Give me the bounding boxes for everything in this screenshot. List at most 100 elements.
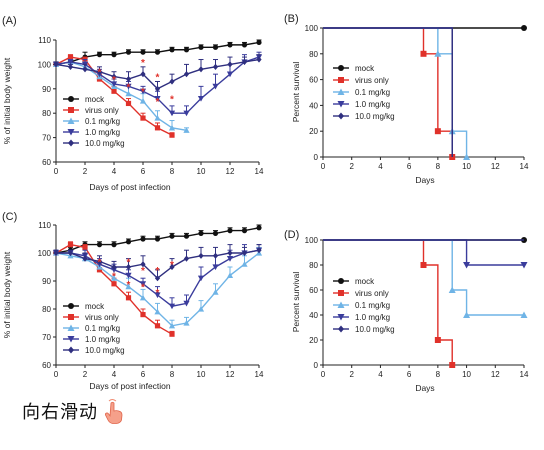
significance-star: * xyxy=(141,87,145,98)
data-point xyxy=(168,303,176,310)
data-point xyxy=(154,308,161,315)
x-tick-label: 12 xyxy=(226,167,235,176)
legend-label: virus only xyxy=(85,106,119,115)
data-point xyxy=(198,230,204,236)
data-point xyxy=(463,153,471,160)
legend-marker xyxy=(337,101,345,108)
significance-star: * xyxy=(98,68,102,79)
chart-panel-3: (D) 0 20 40 60 80 100 0 2 4 6 8 10 12 14 Days Percent su… xyxy=(284,229,529,393)
legend-entry-virus: virus only xyxy=(63,313,119,322)
legend-label: mock xyxy=(355,277,375,286)
data-point xyxy=(212,83,219,90)
y-tick-label: 60 xyxy=(42,158,51,167)
legend-marker xyxy=(338,65,344,71)
significance-star: * xyxy=(127,257,131,268)
legend-label: 0.1 mg/kg xyxy=(355,88,390,97)
x-tick-label: 14 xyxy=(255,370,264,379)
x-tick-label: 0 xyxy=(321,370,326,379)
data-point xyxy=(212,252,219,259)
x-axis-title: Days xyxy=(415,383,434,393)
data-point xyxy=(521,25,527,31)
data-point xyxy=(125,83,132,90)
data-point xyxy=(125,49,132,55)
data-point xyxy=(241,249,248,257)
data-point xyxy=(111,52,117,58)
legend-marker xyxy=(338,325,344,333)
legend-label: mock xyxy=(85,95,105,104)
legend-entry-virus: virus only xyxy=(333,76,389,85)
legend-marker xyxy=(67,129,75,136)
x-tick-label: 4 xyxy=(112,167,117,176)
legend-label: 0.1 mg/kg xyxy=(85,117,120,126)
data-point xyxy=(168,124,176,131)
data-point xyxy=(520,311,528,318)
data-point xyxy=(154,85,161,92)
data-point xyxy=(183,127,190,133)
data-point xyxy=(197,275,205,282)
data-point xyxy=(111,242,117,248)
data-point xyxy=(169,263,175,271)
data-point xyxy=(183,110,190,117)
x-tick-label: 8 xyxy=(436,370,441,379)
data-point xyxy=(169,132,175,138)
y-tick-label: 40 xyxy=(309,311,318,320)
data-point xyxy=(82,66,88,73)
x-axis-title: Days xyxy=(415,175,434,185)
data-point xyxy=(183,71,190,78)
legend-entry-d01: 0.1 mg/kg xyxy=(63,117,120,126)
data-point xyxy=(96,52,103,58)
y-tick-label: 90 xyxy=(42,85,51,94)
legend-marker xyxy=(68,346,74,354)
legend-entry-d1: 1.0 mg/kg xyxy=(63,128,120,137)
x-tick-label: 2 xyxy=(83,370,88,379)
x-tick-label: 4 xyxy=(378,162,383,171)
data-point xyxy=(256,56,262,63)
y-axis-title: Percent survival xyxy=(291,272,301,333)
x-tick-label: 6 xyxy=(407,162,412,171)
data-point xyxy=(140,71,146,78)
data-point xyxy=(241,261,248,267)
data-point xyxy=(125,239,132,245)
legend-marker xyxy=(338,112,344,120)
legend-marker xyxy=(68,107,74,113)
y-axis-title: % of initial body weight xyxy=(2,57,12,144)
data-point xyxy=(154,323,161,329)
y-tick-label: 0 xyxy=(314,361,319,370)
legend-entry-virus: virus only xyxy=(63,106,119,115)
y-tick-label: 110 xyxy=(38,36,51,45)
x-tick-label: 14 xyxy=(255,167,264,176)
series-d10 xyxy=(323,27,453,157)
data-point xyxy=(96,68,103,75)
data-point xyxy=(198,66,204,73)
data-point xyxy=(198,252,204,259)
data-point xyxy=(140,236,146,242)
data-point xyxy=(212,230,219,236)
data-point xyxy=(434,50,442,57)
data-point xyxy=(183,300,190,307)
legend-marker xyxy=(68,139,74,147)
x-tick-label: 10 xyxy=(197,167,206,176)
legend-marker xyxy=(67,336,75,343)
data-point xyxy=(125,100,132,107)
legend-label: 10.0 mg/kg xyxy=(355,325,395,334)
y-tick-label: 60 xyxy=(309,286,318,295)
significance-star: * xyxy=(112,75,116,86)
x-tick-label: 12 xyxy=(491,162,500,171)
data-point xyxy=(256,39,262,46)
legend-entry-virus: virus only xyxy=(333,289,389,298)
legend-marker xyxy=(68,314,74,320)
data-point xyxy=(212,289,219,295)
x-axis-title: Days of post infection xyxy=(89,381,171,391)
y-tick-label: 100 xyxy=(305,24,319,33)
significance-star: * xyxy=(98,257,102,268)
data-point xyxy=(110,81,118,88)
data-point xyxy=(67,59,74,66)
data-point xyxy=(140,312,146,318)
data-point xyxy=(111,88,117,94)
data-point xyxy=(125,272,132,279)
legend-label: virus only xyxy=(355,76,389,85)
legend-entry-mock: mock xyxy=(333,64,375,73)
data-point xyxy=(140,49,146,55)
legend-marker xyxy=(338,290,344,296)
data-point xyxy=(241,58,248,66)
